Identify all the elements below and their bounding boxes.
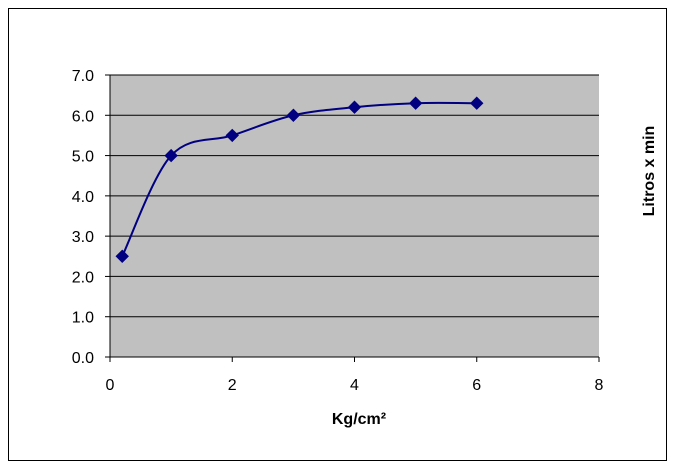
y-axis-title: Litros x min xyxy=(641,126,658,217)
x-tick-label: 4 xyxy=(350,377,359,394)
y-tick-label: 5.0 xyxy=(72,149,94,166)
data-point-marker xyxy=(470,96,484,110)
x-tick-labels: 0 2 4 6 8 xyxy=(106,377,604,394)
y-tick-label: 1.0 xyxy=(72,310,94,327)
data-point-marker xyxy=(347,100,362,114)
data-point-marker xyxy=(408,96,423,110)
data-point-marker xyxy=(164,148,178,163)
data-markers xyxy=(115,96,484,263)
plot-area xyxy=(110,75,599,357)
y-tick-labels: 0.0 1.0 2.0 3.0 4.0 5.0 6.0 7.0 xyxy=(72,68,94,367)
x-tick-label: 8 xyxy=(595,377,604,394)
y-tick-label: 6.0 xyxy=(72,108,94,125)
y-tick-label: 0.0 xyxy=(72,350,94,367)
data-point-marker xyxy=(115,249,129,263)
x-tick-label: 2 xyxy=(228,377,237,394)
x-tick-label: 0 xyxy=(106,377,115,394)
y-tick-label: 3.0 xyxy=(72,229,94,246)
x-axis-title: Kg/cm² xyxy=(332,411,386,428)
axes xyxy=(105,74,600,362)
data-point-marker xyxy=(225,128,239,143)
y-tick-label: 4.0 xyxy=(72,189,94,206)
data-point-marker xyxy=(286,108,301,122)
x-tick-label: 6 xyxy=(472,377,481,394)
y-tick-label: 2.0 xyxy=(72,269,94,286)
y-tick-label: 7.0 xyxy=(72,68,94,85)
